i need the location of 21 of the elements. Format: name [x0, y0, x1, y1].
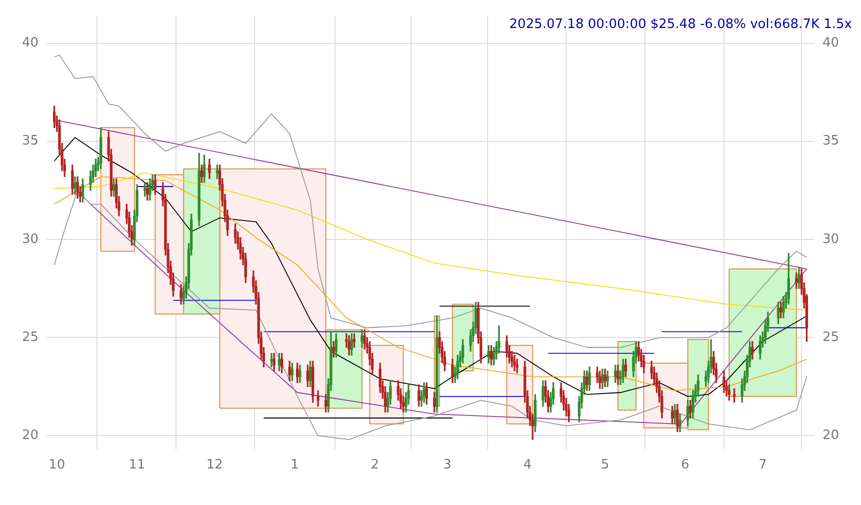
- y2-tick-label: 40: [822, 36, 840, 51]
- x-tick-label: 10: [48, 458, 66, 473]
- y-tick-label: 20: [22, 428, 39, 444]
- x-tick-label: 4: [523, 458, 532, 473]
- x-tick-label: 3: [443, 458, 452, 473]
- x-tick-label: 5: [600, 458, 610, 473]
- y2-tick-label: 25: [822, 330, 840, 345]
- x-tick-label: 2: [370, 458, 380, 473]
- x-tick-label: 1: [290, 458, 299, 473]
- chart-title: 2025.07.18 00:00:00 $25.48 -6.08% vol:668.7K 1.5x: [509, 17, 852, 32]
- y-tick-label: 25: [22, 330, 39, 345]
- y-tick-label: 35: [22, 134, 39, 149]
- y2-tick-label: 20: [822, 428, 840, 444]
- x-tick-label: 11: [128, 458, 146, 473]
- x-tick-label: 7: [758, 458, 767, 473]
- x-tick-label: 12: [206, 458, 223, 473]
- y-tick-label: 40: [22, 36, 39, 51]
- x-tick-label: 6: [681, 458, 690, 473]
- y2-tick-label: 30: [822, 232, 840, 247]
- y-tick-label: 30: [22, 232, 39, 247]
- y2-tick-label: 35: [822, 134, 840, 149]
